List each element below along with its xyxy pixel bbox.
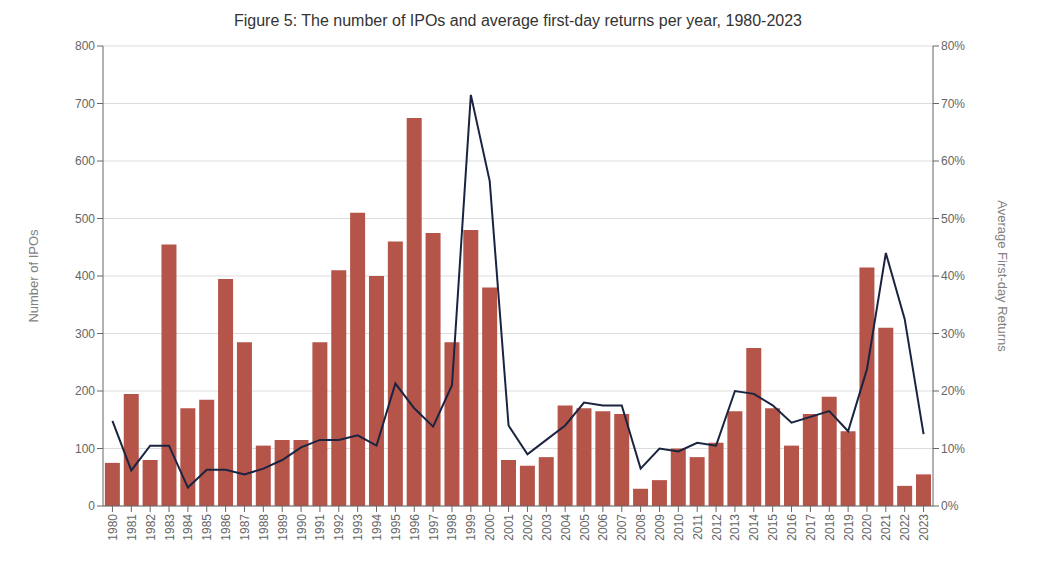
svg-text:1991: 1991 (313, 514, 327, 541)
svg-text:1986: 1986 (219, 514, 233, 541)
svg-text:1984: 1984 (181, 514, 195, 541)
svg-text:2019: 2019 (842, 514, 856, 541)
svg-text:200: 200 (75, 384, 95, 398)
svg-text:2004: 2004 (559, 514, 573, 541)
svg-text:1995: 1995 (389, 514, 403, 541)
svg-text:1996: 1996 (408, 514, 422, 541)
svg-text:500: 500 (75, 212, 95, 226)
svg-text:2017: 2017 (804, 514, 818, 541)
svg-text:Average First-day Returns: Average First-day Returns (995, 200, 1010, 352)
svg-text:1997: 1997 (427, 514, 441, 541)
svg-text:2013: 2013 (728, 514, 742, 541)
svg-text:2009: 2009 (653, 514, 667, 541)
svg-text:2010: 2010 (672, 514, 686, 541)
svg-text:70%: 70% (941, 97, 965, 111)
svg-text:1988: 1988 (257, 514, 271, 541)
svg-text:1994: 1994 (370, 514, 384, 541)
svg-text:30%: 30% (941, 327, 965, 341)
svg-text:2005: 2005 (578, 514, 592, 541)
svg-text:2014: 2014 (747, 514, 761, 541)
svg-text:100: 100 (75, 442, 95, 456)
svg-text:2023: 2023 (917, 514, 931, 541)
svg-text:2008: 2008 (634, 514, 648, 541)
svg-text:0: 0 (88, 499, 95, 513)
svg-text:40%: 40% (941, 269, 965, 283)
svg-text:1985: 1985 (200, 514, 214, 541)
svg-text:2018: 2018 (823, 514, 837, 541)
svg-text:2007: 2007 (615, 514, 629, 541)
svg-text:10%: 10% (941, 442, 965, 456)
svg-text:80%: 80% (941, 39, 965, 53)
svg-text:50%: 50% (941, 212, 965, 226)
svg-text:400: 400 (75, 269, 95, 283)
svg-text:1989: 1989 (276, 514, 290, 541)
svg-text:2020: 2020 (860, 514, 874, 541)
svg-text:1981: 1981 (125, 514, 139, 541)
svg-text:2022: 2022 (898, 514, 912, 541)
svg-text:Number of IPOs: Number of IPOs (26, 229, 41, 323)
svg-text:1998: 1998 (445, 514, 459, 541)
svg-text:2002: 2002 (521, 514, 535, 541)
svg-text:700: 700 (75, 97, 95, 111)
svg-text:1993: 1993 (351, 514, 365, 541)
svg-text:2021: 2021 (879, 514, 893, 541)
svg-text:300: 300 (75, 327, 95, 341)
svg-text:1987: 1987 (238, 514, 252, 541)
svg-text:2003: 2003 (540, 514, 554, 541)
svg-text:20%: 20% (941, 384, 965, 398)
svg-text:2015: 2015 (766, 514, 780, 541)
svg-text:2011: 2011 (691, 514, 705, 540)
svg-text:2001: 2001 (502, 514, 516, 541)
svg-text:1982: 1982 (144, 514, 158, 541)
svg-text:0%: 0% (941, 499, 959, 513)
svg-text:2000: 2000 (483, 514, 497, 541)
svg-text:1983: 1983 (163, 514, 177, 541)
svg-text:2016: 2016 (785, 514, 799, 541)
html-text:Figure 5: The number of IPOs a: Figure 5: The number of IPOs and average… (234, 12, 802, 29)
svg-text:60%: 60% (941, 154, 965, 168)
svg-text:600: 600 (75, 154, 95, 168)
svg-text:1980: 1980 (106, 514, 120, 541)
svg-text:1992: 1992 (332, 514, 346, 541)
svg-text:2012: 2012 (710, 514, 724, 541)
svg-text:2006: 2006 (596, 514, 610, 541)
svg-text:800: 800 (75, 39, 95, 53)
svg-text:1990: 1990 (295, 514, 309, 541)
svg-text:1999: 1999 (464, 514, 478, 541)
